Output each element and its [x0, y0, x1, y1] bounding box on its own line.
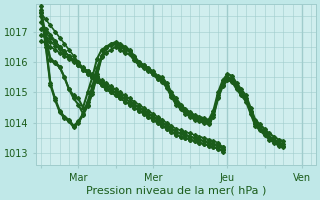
X-axis label: Pression niveau de la mer( hPa ): Pression niveau de la mer( hPa ) [86, 186, 266, 196]
